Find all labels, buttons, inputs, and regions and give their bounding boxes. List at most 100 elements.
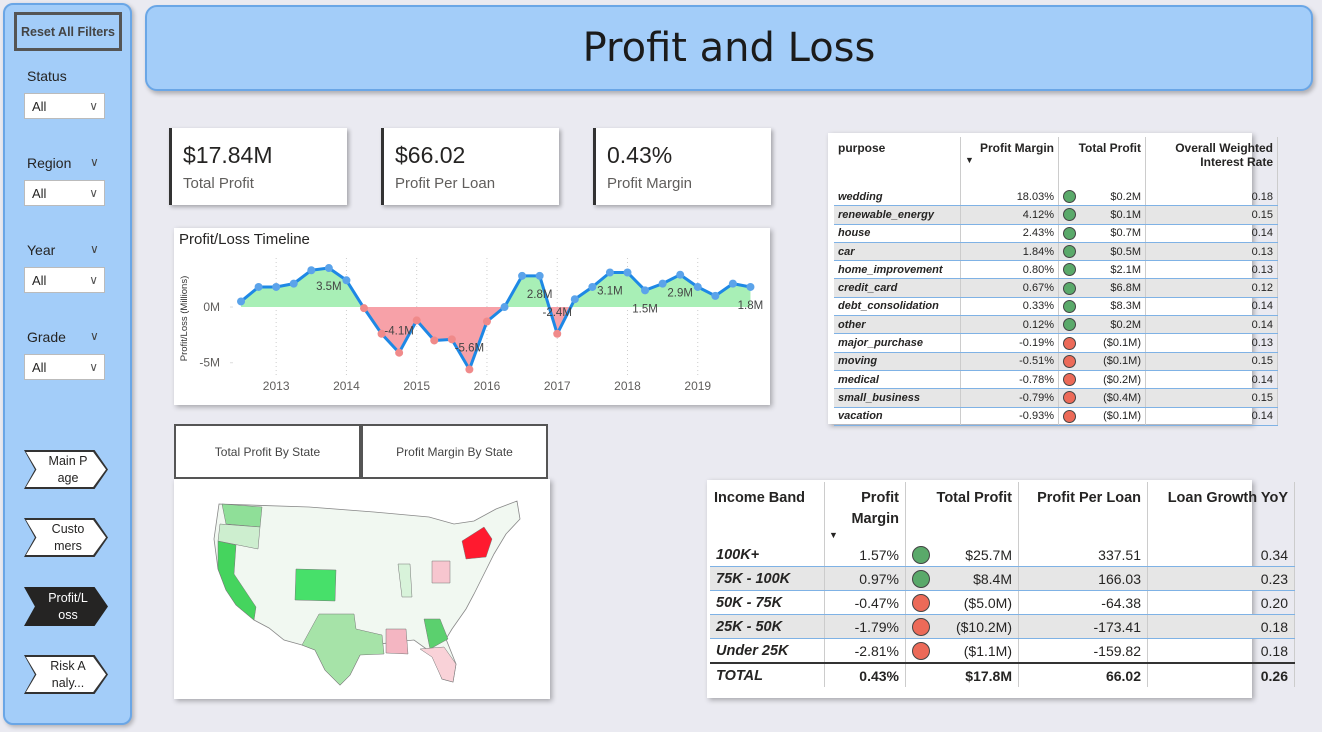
cell-text: 4.12%: [1022, 208, 1054, 221]
area-positive: [241, 268, 751, 308]
cell-text: ($10.2M): [955, 618, 1012, 635]
table-cell: small_business: [834, 388, 961, 408]
table-cell: 0.80%: [960, 260, 1059, 280]
cell-text: 0.14: [1251, 410, 1273, 423]
cell-with-indicator: ($0.4M): [1063, 391, 1141, 405]
table-cell: ($10.2M): [905, 614, 1019, 639]
cell-text: 0.15: [1251, 391, 1273, 404]
data-table: purpose Profit Margin ▼ Total Profit Overall…: [834, 137, 1278, 426]
page-title: Profit and Loss: [582, 25, 876, 71]
reset-filters-button[interactable]: Reset All Filters: [14, 12, 122, 51]
column-header: Loan Growth YoY: [1147, 482, 1295, 543]
table-row: major_purchase -0.19% ($0.1M) 0.13: [834, 333, 1278, 353]
table-cell: $0.2M: [1058, 315, 1146, 335]
cell-with-indicator: ($5.0M): [912, 593, 1012, 612]
cell-text: $0.2M: [1110, 190, 1141, 203]
data-point: [605, 268, 614, 277]
column-header: Income Band: [710, 482, 825, 543]
data-label: 3.5M: [316, 281, 342, 293]
table-cell: $6.8M: [1058, 278, 1146, 298]
table-cell: $0.5M: [1058, 242, 1146, 262]
cell-text: 75K - 100K: [716, 570, 791, 587]
x-tick-label: 2014: [333, 379, 360, 393]
cell-text: 0.26: [1260, 667, 1288, 684]
y-axis-title: Profit/Loss (Millions): [179, 276, 190, 362]
cell-text: renewable_energy: [838, 208, 934, 221]
map-tab[interactable]: Profit Margin By State: [361, 424, 548, 479]
data-point: [289, 279, 298, 288]
filter-dropdown[interactable]: All ∨: [24, 354, 105, 380]
table-row: car 1.84% $0.5M 0.13: [834, 242, 1278, 262]
filter-dropdown[interactable]: All ∨: [24, 180, 105, 206]
cell-text: -1.79%: [854, 618, 899, 635]
data-point: [395, 348, 404, 357]
cell-with-indicator: $6.8M: [1063, 281, 1141, 295]
data-point: [518, 271, 527, 280]
status-indicator: [912, 569, 930, 588]
header-row: Income Band Profit Margin ▼ Total Profit Pro…: [710, 482, 1295, 543]
table-cell: $25.7M: [905, 543, 1019, 567]
kpi-value: 0.43%: [607, 142, 673, 168]
purpose-table-card: purpose Profit Margin ▼ Total Profit Overall…: [828, 133, 1278, 426]
map-tab[interactable]: Total Profit By State: [174, 424, 361, 479]
cell-with-indicator: ($1.1M): [912, 641, 1012, 660]
header: Profit and Loss: [145, 5, 1313, 91]
table-cell: ($1.1M): [905, 638, 1019, 664]
table-cell: 0.67%: [960, 278, 1059, 298]
header-row: purpose Profit Margin ▼ Total Profit Overall…: [834, 137, 1278, 188]
cell-with-indicator: ($0.1M): [1063, 409, 1141, 423]
dropdown-chevron: ∨: [89, 360, 98, 374]
table-cell: 0.14: [1145, 370, 1278, 390]
cell-text: house: [838, 227, 871, 240]
y-tick-label: -5M: [199, 356, 220, 370]
cell-with-indicator: ($0.1M): [1063, 354, 1141, 368]
data-label: 1.5M: [632, 303, 658, 315]
data-table: Income Band Profit Margin ▼ Total Profit Pro…: [710, 482, 1295, 687]
kpi-label: Profit Margin: [607, 175, 693, 192]
data-point: [342, 276, 351, 285]
column-header: purpose: [834, 137, 961, 188]
table-cell: -0.47%: [824, 590, 906, 615]
cell-text: 0.80%: [1022, 263, 1054, 276]
status-indicator: [1063, 208, 1076, 222]
nav-button[interactable]: Profit/Loss: [24, 587, 108, 626]
nav-button[interactable]: Customers: [24, 518, 108, 557]
data-point: [658, 279, 667, 288]
data-label: 3.1M: [597, 285, 623, 297]
cell-text: car: [838, 245, 855, 258]
cell-text: 0.43%: [859, 667, 899, 684]
nav-button[interactable]: Risk Analy...: [24, 655, 108, 694]
cell-text: -0.51%: [1019, 355, 1054, 368]
x-tick-label: 2015: [403, 379, 430, 393]
filter-collapse-chevron: ∨: [90, 242, 99, 256]
data-point: [693, 282, 702, 291]
filter-dropdown[interactable]: All ∨: [24, 93, 105, 119]
cell-text: other: [838, 318, 866, 331]
status-indicator: [912, 617, 930, 636]
nav-label: Risk Analy...: [50, 658, 86, 690]
cell-text: ($1.1M): [963, 642, 1012, 659]
state-georgia: [423, 618, 449, 650]
column-header-text: purpose: [838, 141, 886, 155]
filter-dropdown[interactable]: All ∨: [24, 267, 105, 293]
dropdown-chevron: ∨: [89, 99, 98, 113]
table-cell: $2.1M: [1058, 260, 1146, 280]
cell-with-indicator: $25.7M: [912, 545, 1012, 564]
cell-text: 1.84%: [1022, 245, 1054, 258]
cell-text: 0.97%: [859, 570, 899, 587]
cell-with-indicator: $2.1M: [1063, 263, 1141, 277]
cell-text: $17.8M: [965, 667, 1012, 684]
cell-text: -0.47%: [854, 594, 899, 611]
table-body: wedding 18.03% $0.2M 0.18 renewable_energy 4.…: [834, 188, 1278, 426]
status-indicator: [1063, 336, 1076, 350]
cell-text: 0.13: [1251, 245, 1273, 258]
data-label: -2.4M: [543, 307, 572, 319]
kpi-value: $17.84M: [183, 142, 273, 168]
nav-button[interactable]: Main Page: [24, 450, 108, 489]
kpi-value: $66.02: [395, 142, 466, 168]
table-cell: 0.14: [1145, 315, 1278, 335]
table-cell: 18.03%: [960, 188, 1059, 207]
table-cell: moving: [834, 352, 961, 371]
table-cell: 0.23: [1147, 566, 1295, 591]
table-cell: major_purchase: [834, 333, 961, 353]
